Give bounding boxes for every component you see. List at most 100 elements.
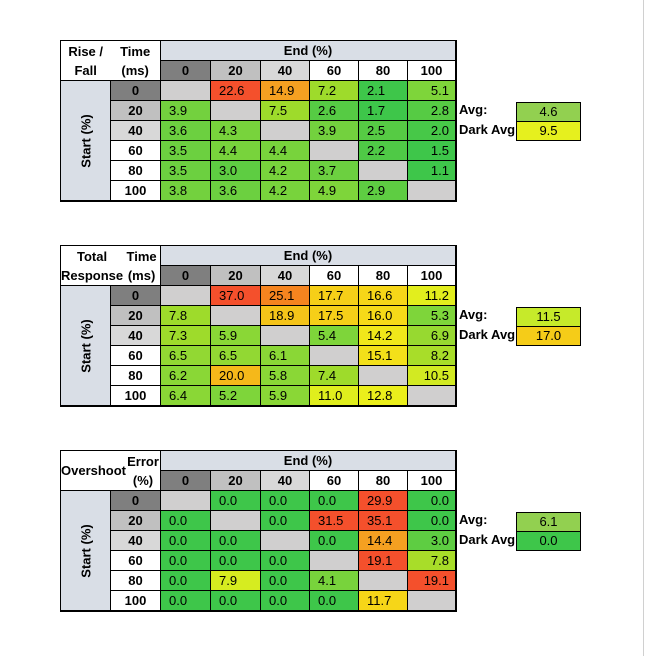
table-title-line2: Error (%)	[127, 453, 159, 488]
column-header: 0	[161, 266, 211, 286]
diagonal-empty-cell	[211, 101, 261, 121]
diagonal-empty-cell	[359, 161, 408, 181]
value-cell: 1.5	[408, 141, 456, 161]
value-cell: 37.0	[211, 286, 261, 306]
value-cell: 2.6	[310, 101, 359, 121]
avg-label: Avg:	[459, 102, 488, 117]
diagonal-empty-cell	[161, 286, 211, 306]
value-cell: 5.8	[261, 366, 310, 386]
value-cell: 0.0	[261, 551, 310, 571]
value-cell: 19.1	[408, 571, 456, 591]
row-header: 0	[111, 491, 161, 511]
dark-avg-value: 17.0	[516, 326, 581, 346]
start-percent-text: Start (%)	[78, 523, 93, 578]
row-header: 80	[111, 161, 161, 181]
value-cell: 35.1	[359, 511, 408, 531]
value-cell: 17.7	[310, 286, 359, 306]
column-header: 60	[310, 471, 359, 491]
value-cell: 0.0	[408, 491, 456, 511]
value-cell: 6.5	[211, 346, 261, 366]
diagonal-empty-cell	[408, 591, 456, 611]
diagonal-empty-cell	[359, 571, 408, 591]
page-border	[643, 0, 644, 656]
table-title-line2: Time (ms)	[120, 43, 151, 78]
avg-value: 11.5	[516, 307, 581, 327]
row-header: 100	[111, 591, 161, 611]
avg-label: Avg:	[459, 512, 488, 527]
value-cell: 17.5	[310, 306, 359, 326]
row-header: 80	[111, 571, 161, 591]
value-cell: 0.0	[310, 491, 359, 511]
column-header: 80	[359, 61, 408, 81]
avg-label: Avg:	[459, 307, 488, 322]
value-cell: 3.0	[408, 531, 456, 551]
value-cell: 0.0	[211, 531, 261, 551]
value-cell: 0.0	[211, 551, 261, 571]
value-cell: 0.0	[161, 511, 211, 531]
value-cell: 0.0	[211, 491, 261, 511]
value-cell: 7.5	[261, 101, 310, 121]
diagonal-empty-cell	[359, 366, 408, 386]
value-cell: 1.1	[408, 161, 456, 181]
diagonal-empty-cell	[261, 531, 310, 551]
row-header: 20	[111, 511, 161, 531]
value-cell: 5.9	[261, 386, 310, 406]
value-cell: 1.7	[359, 101, 408, 121]
column-header: 0	[161, 471, 211, 491]
value-cell: 4.2	[261, 161, 310, 181]
value-cell: 0.0	[161, 571, 211, 591]
row-header: 60	[111, 551, 161, 571]
column-header: 40	[261, 471, 310, 491]
value-cell: 5.2	[211, 386, 261, 406]
column-header: 20	[211, 471, 261, 491]
value-cell: 0.0	[161, 551, 211, 571]
table-title: Overshoot Error (%)	[61, 451, 161, 491]
column-header: 60	[310, 266, 359, 286]
value-cell: 6.5	[161, 346, 211, 366]
column-header: 80	[359, 266, 408, 286]
diagonal-empty-cell	[161, 491, 211, 511]
dark-avg-value: 9.5	[516, 121, 581, 141]
column-header: 40	[261, 61, 310, 81]
value-cell: 0.0	[161, 531, 211, 551]
dark-avg-value: 0.0	[516, 531, 581, 551]
column-header: 100	[408, 61, 456, 81]
value-cell: 6.1	[261, 346, 310, 366]
value-cell: 3.7	[310, 161, 359, 181]
end-percent-header: End (%)	[161, 246, 456, 266]
value-cell: 3.8	[161, 181, 211, 201]
value-cell: 6.9	[408, 326, 456, 346]
avg-value: 6.1	[516, 512, 581, 532]
table-title-line2: Time (ms)	[126, 248, 157, 283]
value-cell: 6.4	[161, 386, 211, 406]
value-cell: 2.8	[408, 101, 456, 121]
value-cell: 7.2	[310, 81, 359, 101]
dark-avg-label: Dark Avg:	[459, 122, 520, 137]
column-header: 20	[211, 61, 261, 81]
value-cell: 12.8	[359, 386, 408, 406]
row-header: 80	[111, 366, 161, 386]
diagonal-empty-cell	[161, 81, 211, 101]
diagonal-empty-cell	[211, 306, 261, 326]
column-header: 60	[310, 61, 359, 81]
value-cell: 0.0	[261, 511, 310, 531]
value-cell: 7.8	[408, 551, 456, 571]
value-cell: 7.4	[310, 366, 359, 386]
end-percent-header: End (%)	[161, 41, 456, 61]
column-header: 100	[408, 471, 456, 491]
value-cell: 10.5	[408, 366, 456, 386]
value-cell: 4.9	[310, 181, 359, 201]
value-cell: 3.6	[211, 181, 261, 201]
value-cell: 22.6	[211, 81, 261, 101]
value-cell: 18.9	[261, 306, 310, 326]
row-header: 100	[111, 386, 161, 406]
value-cell: 0.0	[161, 591, 211, 611]
table-title-line1: Overshoot	[61, 463, 127, 478]
value-cell: 3.0	[211, 161, 261, 181]
row-header: 40	[111, 326, 161, 346]
diagonal-empty-cell	[261, 121, 310, 141]
matrix-table-0: Rise / Fall Time (ms) End (%) 0 20 40 60 80 100 S…	[60, 40, 457, 202]
table-title-line1: Rise / Fall	[68, 43, 103, 78]
value-cell: 3.5	[161, 161, 211, 181]
value-cell: 0.0	[408, 511, 456, 531]
